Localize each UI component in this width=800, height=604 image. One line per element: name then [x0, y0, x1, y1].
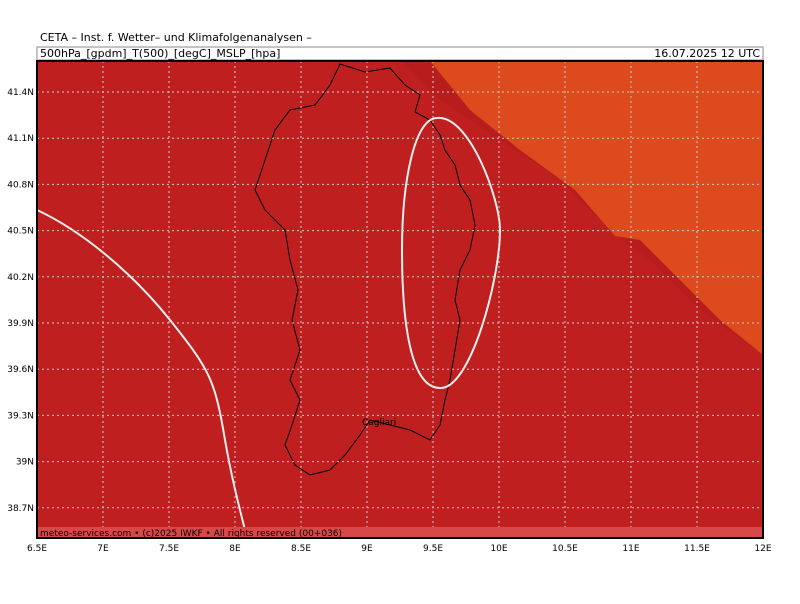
header-title: CETA – Inst. f. Wetter– und Klimafolgena… — [40, 31, 312, 44]
coastline — [254, 63, 476, 476]
y-label: 39.6N — [7, 365, 34, 375]
axis-labels: 6.5E 7E 7.5E 8E 8.5E 9E 9.5E 10E 10.5E 11E 11.5E 12… — [7, 88, 772, 554]
place-label: Cagliari — [362, 418, 396, 428]
graticule — [37, 61, 763, 538]
footer-strip — [37, 527, 763, 538]
x-label: 8.5E — [291, 544, 311, 554]
y-label: 38.7N — [7, 504, 34, 514]
temperature-band-warm — [430, 61, 763, 355]
x-label: 7E — [97, 544, 109, 554]
y-label: 40.2N — [7, 273, 34, 283]
header-fields: 500hPa_[gpdm]_T(500)_[degC]_MSLP_[hpa] — [40, 47, 280, 60]
map-frame — [36, 60, 764, 539]
x-label: 10.5E — [552, 544, 578, 554]
y-label: 41.1N — [7, 134, 34, 144]
x-label: 9E — [361, 544, 373, 554]
y-label: 39.9N — [7, 319, 34, 329]
map: Cagliari meteo-services.com • (c)2025 IW… — [36, 60, 764, 539]
header-date: 16.07.2025 12 UTC — [654, 47, 760, 60]
x-label: 10E — [490, 544, 507, 554]
isobar — [400, 116, 502, 390]
y-label: 39N — [16, 458, 34, 468]
x-label: 8E — [229, 544, 241, 554]
y-label: 39.3N — [7, 411, 34, 421]
x-label: 6.5E — [27, 544, 47, 554]
y-label: 40.5N — [7, 227, 34, 237]
x-label: 12E — [754, 544, 771, 554]
y-label: 41.4N — [7, 88, 34, 98]
x-label: 9.5E — [423, 544, 443, 554]
footer-credit: meteo-services.com • (c)2025 IWKF • All … — [40, 529, 342, 539]
x-label: 11E — [622, 544, 639, 554]
y-label: 40.8N — [7, 180, 34, 190]
x-label: 11.5E — [684, 544, 710, 554]
x-label: 7.5E — [159, 544, 179, 554]
